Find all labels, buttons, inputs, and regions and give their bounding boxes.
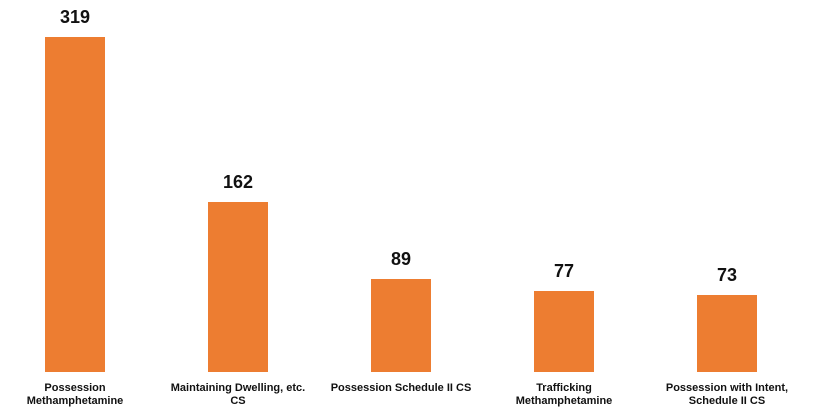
- x-tick-label: Trafficking Methamphetamine: [515, 382, 613, 407]
- value-label: 319: [59, 7, 91, 27]
- bar: [371, 278, 431, 372]
- x-tick-label: Maintaining Dwelling, etc. CS: [170, 382, 306, 407]
- bar: [697, 295, 757, 372]
- bar: [45, 37, 105, 372]
- value-label: 77: [553, 261, 575, 282]
- bar: [534, 291, 594, 372]
- value-label: 162: [222, 171, 254, 192]
- value-label: 73: [716, 265, 738, 286]
- x-tick-label: Possession Methamphetamine: [26, 382, 124, 407]
- bar: [208, 201, 268, 372]
- x-tick-label: Possession Schedule II CS: [330, 382, 472, 394]
- x-tick-label: Possession with Intent, Schedule II CS: [665, 382, 789, 407]
- value-label: 89: [390, 248, 412, 269]
